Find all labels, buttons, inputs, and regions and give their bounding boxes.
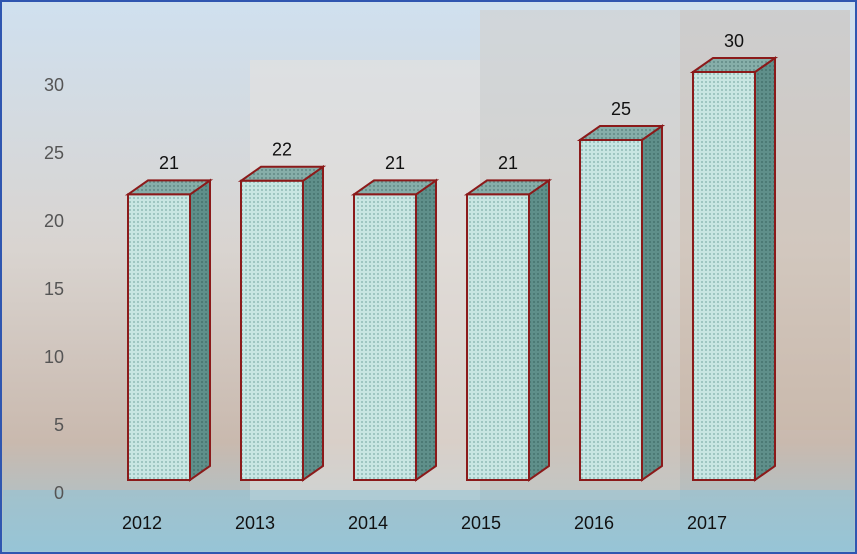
data-label: 25 — [611, 99, 631, 119]
bar-side — [529, 180, 549, 480]
bar — [693, 72, 755, 480]
y-tick-label: 25 — [44, 143, 64, 163]
data-label: 21 — [498, 153, 518, 173]
y-tick-label: 15 — [44, 279, 64, 299]
chart: 0 5 10 15 20 25 30 2012 21 2013 22 2014 21 2015 21 2016… — [0, 0, 857, 554]
bar-side — [190, 180, 210, 480]
x-tick-label: 2014 — [348, 513, 388, 533]
x-tick-label: 2015 — [461, 513, 501, 533]
bar-side — [416, 180, 436, 480]
data-label: 21 — [159, 153, 179, 173]
bar — [354, 194, 416, 480]
bar — [128, 194, 190, 480]
x-tick-label: 2013 — [235, 513, 275, 533]
bar-side — [642, 126, 662, 480]
bar — [467, 194, 529, 480]
data-label: 30 — [724, 31, 744, 51]
bar — [580, 140, 642, 480]
bar-side — [303, 167, 323, 480]
x-tick-label: 2016 — [574, 513, 614, 533]
data-label: 21 — [385, 153, 405, 173]
y-tick-label: 0 — [54, 483, 64, 503]
y-tick-label: 5 — [54, 415, 64, 435]
y-tick-label: 30 — [44, 75, 64, 95]
y-tick-label: 20 — [44, 211, 64, 231]
page: {"chart_data": {"type": "bar3d", "catego… — [0, 0, 857, 554]
y-tick-label: 10 — [44, 347, 64, 367]
bar-side — [755, 58, 775, 480]
x-tick-label: 2017 — [687, 513, 727, 533]
data-label: 22 — [272, 140, 292, 160]
bar — [241, 181, 303, 480]
x-tick-label: 2012 — [122, 513, 162, 533]
